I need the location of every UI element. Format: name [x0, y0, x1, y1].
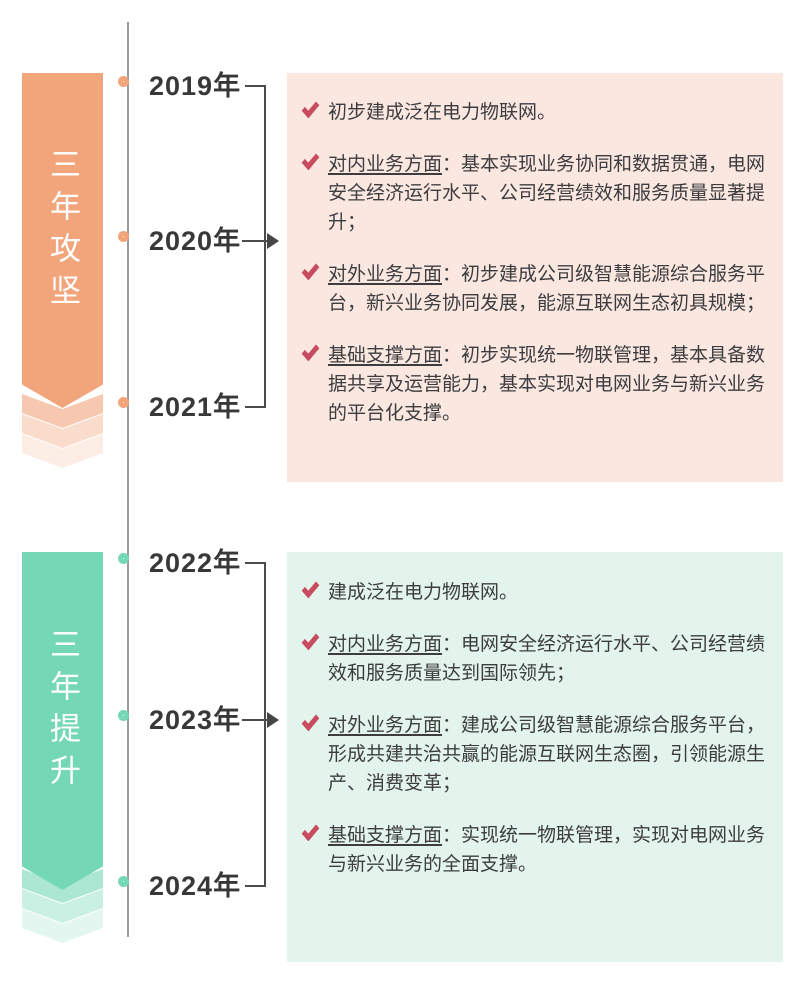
year-label-2022: 2022年 [149, 548, 242, 578]
year-label-2023: 2023年 [149, 705, 242, 735]
bullet-text: 建成泛在电力物联网。 [328, 582, 519, 603]
timeline-node-icon [118, 876, 129, 887]
year-label-2024: 2024年 [149, 871, 242, 901]
bullet-text: 初步建成泛在电力物联网。 [328, 102, 557, 123]
timeline-node-icon [118, 231, 129, 242]
year-label-2020: 2020年 [149, 226, 242, 256]
bullet-text: 对内业务方面：基本实现业务协同和数据贯通，电网安全经济运行水平、公司经营绩效和服… [328, 154, 766, 233]
check-icon [301, 820, 328, 879]
list-item: 初步建成泛在电力物联网。 [301, 97, 771, 127]
list-item: 建成泛在电力物联网。 [301, 577, 771, 607]
phase2-panel: 建成泛在电力物联网。 对内业务方面：电网安全经济运行水平、公司经营绩效和服务质量… [287, 552, 783, 962]
timeline-node-icon [118, 710, 129, 721]
arrow-right-icon [267, 712, 279, 728]
check-icon [301, 149, 328, 237]
arrow-right-icon [267, 233, 279, 249]
list-item: 对内业务方面：电网安全经济运行水平、公司经营绩效和服务质量达到国际领先； [301, 629, 771, 688]
timeline-axis [127, 22, 129, 937]
check-icon [301, 259, 328, 318]
check-icon [301, 340, 328, 428]
phase1-arrow-line [242, 240, 268, 242]
bullet-text: 对内业务方面：电网安全经济运行水平、公司经营绩效和服务质量达到国际领先； [328, 634, 766, 684]
timeline-node-icon [118, 553, 129, 564]
bullet-text: 基础支撑方面：初步实现统一物联管理，基本具备数据共享及运营能力，基本实现对电网业… [328, 345, 766, 424]
list-item: 对内业务方面：基本实现业务协同和数据贯通，电网安全经济运行水平、公司经营绩效和服… [301, 149, 771, 237]
bullet-text: 对外业务方面：初步建成公司级智慧能源综合服务平台，新兴业务协同发展，能源互联网生… [328, 264, 766, 314]
phase2-bracket-connector [245, 562, 266, 887]
timeline-node-icon [118, 397, 129, 408]
bullet-text: 基础支撑方面：实现统一物联管理，实现对电网业务与新兴业务的全面支撑。 [328, 825, 766, 875]
timeline-node-icon [118, 76, 129, 87]
phase1-panel: 初步建成泛在电力物联网。 对内业务方面：基本实现业务协同和数据贯通，电网安全经济… [287, 73, 783, 482]
year-label-2019: 2019年 [149, 71, 242, 101]
phase2-banner-label: 三年提升 [45, 628, 80, 796]
year-label-2021: 2021年 [149, 392, 242, 422]
phase1-banner-label: 三年攻坚 [45, 147, 80, 316]
phase1-bracket-connector [245, 85, 266, 408]
phase2-arrow-line [242, 719, 268, 721]
list-item: 基础支撑方面：实现统一物联管理，实现对电网业务与新兴业务的全面支撑。 [301, 820, 771, 879]
check-icon [301, 577, 328, 607]
bullet-text: 对外业务方面：建成公司级智慧能源综合服务平台，形成共建共治共赢的能源互联网生态圈… [328, 715, 766, 794]
check-icon [301, 97, 328, 127]
phase1-banner: 三年攻坚 [22, 73, 103, 408]
list-item: 对外业务方面：建成公司级智慧能源综合服务平台，形成共建共治共赢的能源互联网生态圈… [301, 710, 771, 798]
list-item: 对外业务方面：初步建成公司级智慧能源综合服务平台，新兴业务协同发展，能源互联网生… [301, 259, 771, 318]
check-icon [301, 710, 328, 798]
phase2-banner: 三年提升 [22, 552, 103, 890]
list-item: 基础支撑方面：初步实现统一物联管理，基本具备数据共享及运营能力，基本实现对电网业… [301, 340, 771, 428]
check-icon [301, 629, 328, 688]
